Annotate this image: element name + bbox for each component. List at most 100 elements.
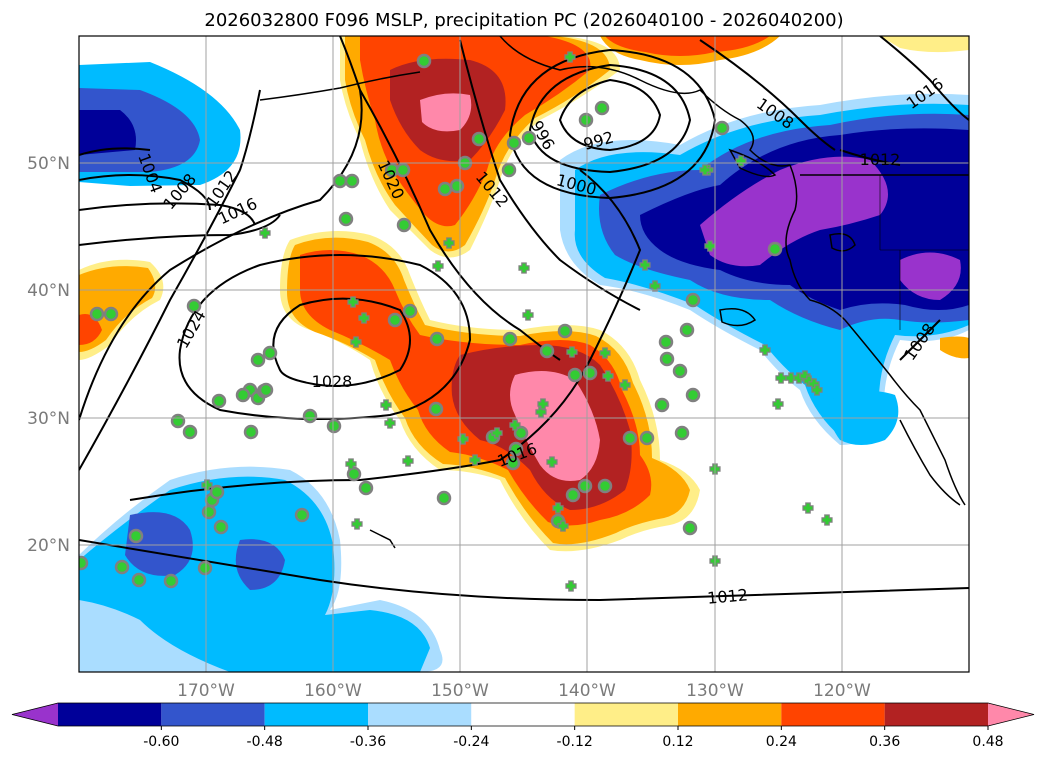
station-marker-circle bbox=[449, 178, 465, 194]
station-marker-cross bbox=[380, 399, 392, 411]
contour-labels: 1004 1008 1012 1016 1020 1024 1028 1012 … bbox=[134, 74, 947, 608]
station-marker-circle bbox=[685, 387, 701, 403]
coastline-bc bbox=[785, 164, 846, 321]
station-marker-circle bbox=[578, 112, 594, 128]
station-marker-circle bbox=[539, 343, 555, 359]
coastline-alaska bbox=[499, 36, 791, 167]
colorbar-segments bbox=[11, 702, 1035, 727]
station-marker-circle bbox=[767, 241, 783, 257]
station-marker-cross bbox=[347, 296, 359, 308]
lat-label-50n: 50°N bbox=[27, 154, 70, 174]
station-marker-circle bbox=[346, 466, 362, 482]
station-marker-circle bbox=[338, 211, 354, 227]
colorbar-outline bbox=[11, 702, 1035, 727]
station-marker-circle bbox=[557, 323, 573, 339]
station-marker-cross bbox=[522, 309, 534, 321]
station-marker-circle bbox=[250, 352, 266, 368]
neg-region-nw-core bbox=[79, 110, 136, 155]
lake-1 bbox=[829, 233, 856, 252]
lon-label-160w: 160°W bbox=[304, 681, 362, 701]
colorbar-tick-label: 0.48 bbox=[972, 734, 1003, 750]
pos-region-west-red bbox=[79, 314, 102, 345]
station-marker-circle bbox=[332, 173, 348, 189]
station-marker-circle bbox=[89, 306, 105, 322]
lat-label-20n: 20°N bbox=[27, 536, 70, 556]
station-marker-circle bbox=[429, 331, 445, 347]
contour-1016-ne bbox=[879, 36, 969, 121]
colorbar-tick-label: -0.60 bbox=[143, 734, 179, 750]
station-marker-circle bbox=[262, 345, 278, 361]
contour-high-1028 bbox=[272, 297, 411, 387]
station-marker-cross bbox=[759, 344, 771, 356]
colorbar-ticks: -0.60 -0.48 -0.36 -0.24 -0.12 0.12 0.24 0.36 0.4… bbox=[143, 726, 1004, 750]
contour-label: 1012 bbox=[860, 150, 901, 169]
neg-region-sw-inner bbox=[125, 512, 193, 576]
station-marker-circle bbox=[659, 351, 675, 367]
lat-label-40n: 40°N bbox=[27, 281, 70, 301]
colorbar-extend-max bbox=[988, 703, 1034, 726]
contour-1016-west bbox=[79, 89, 261, 471]
colorbar-segment bbox=[471, 703, 575, 726]
station-marker-circle bbox=[103, 306, 119, 322]
pos-region-central-pink bbox=[510, 371, 600, 481]
station-marker-cross bbox=[509, 419, 521, 431]
station-markers bbox=[79, 51, 833, 592]
station-marker-circle bbox=[211, 393, 227, 409]
station-marker-circle bbox=[235, 387, 251, 403]
station-marker-circle bbox=[565, 487, 581, 503]
station-marker-cross bbox=[535, 406, 547, 418]
colorbar-segment bbox=[678, 703, 782, 726]
station-marker-circle bbox=[582, 365, 598, 381]
station-marker-cross bbox=[201, 479, 213, 491]
contour-nw-1016 bbox=[79, 214, 281, 246]
station-marker-circle bbox=[294, 507, 310, 523]
station-marker-circle bbox=[170, 413, 186, 429]
station-marker-cross bbox=[704, 240, 716, 252]
colorbar-segment bbox=[368, 703, 472, 726]
contour-1012-south bbox=[79, 539, 969, 602]
station-marker-circle bbox=[428, 401, 444, 417]
station-marker-circle bbox=[674, 425, 690, 441]
colorbar-segment bbox=[574, 703, 678, 726]
station-marker-circle bbox=[679, 322, 695, 338]
station-marker-circle bbox=[501, 162, 517, 178]
station-marker-circle bbox=[471, 131, 487, 147]
station-marker-cross bbox=[602, 370, 614, 382]
station-marker-circle bbox=[436, 490, 452, 506]
lon-label-130w: 130°W bbox=[686, 681, 744, 701]
station-marker-circle bbox=[243, 424, 259, 440]
station-marker-cross bbox=[546, 456, 558, 468]
station-marker-cross bbox=[557, 520, 569, 532]
station-marker-circle bbox=[594, 100, 610, 116]
figure-title: 2026032800 F096 MSLP, precipitation PC (… bbox=[204, 10, 843, 31]
station-marker-circle bbox=[344, 173, 360, 189]
contour-1012-ne bbox=[839, 149, 901, 166]
station-marker-cross bbox=[565, 580, 577, 592]
colorbar-segment bbox=[781, 703, 885, 726]
colorbar-tick-label: 0.24 bbox=[766, 734, 797, 750]
pos-region-ne-corner-red bbox=[605, 36, 770, 56]
station-marker-circle bbox=[197, 560, 213, 576]
station-marker-circle bbox=[714, 120, 730, 136]
station-marker-cross bbox=[259, 227, 271, 239]
station-marker-cross bbox=[351, 518, 363, 530]
coastline-baja bbox=[899, 419, 961, 506]
station-marker-circle bbox=[416, 53, 432, 69]
colorbar-tick-label: -0.48 bbox=[247, 734, 283, 750]
station-marker-cross bbox=[384, 417, 396, 429]
station-marker-circle bbox=[567, 367, 583, 383]
station-marker-circle bbox=[658, 334, 674, 350]
station-marker-circle bbox=[685, 292, 701, 308]
lat-label-30n: 30°N bbox=[27, 409, 70, 429]
station-marker-circle bbox=[258, 382, 274, 398]
station-marker-cross bbox=[735, 155, 747, 167]
station-marker-cross bbox=[552, 502, 564, 514]
station-marker-circle bbox=[395, 162, 411, 178]
contour-low-996 bbox=[528, 63, 692, 174]
contour-1008-ne bbox=[699, 39, 836, 151]
station-marker-cross bbox=[358, 312, 370, 324]
station-marker-circle bbox=[326, 418, 342, 434]
aleutians bbox=[259, 71, 421, 101]
pos-region-ne-corner2 bbox=[880, 36, 969, 53]
station-marker-circle bbox=[402, 303, 418, 319]
